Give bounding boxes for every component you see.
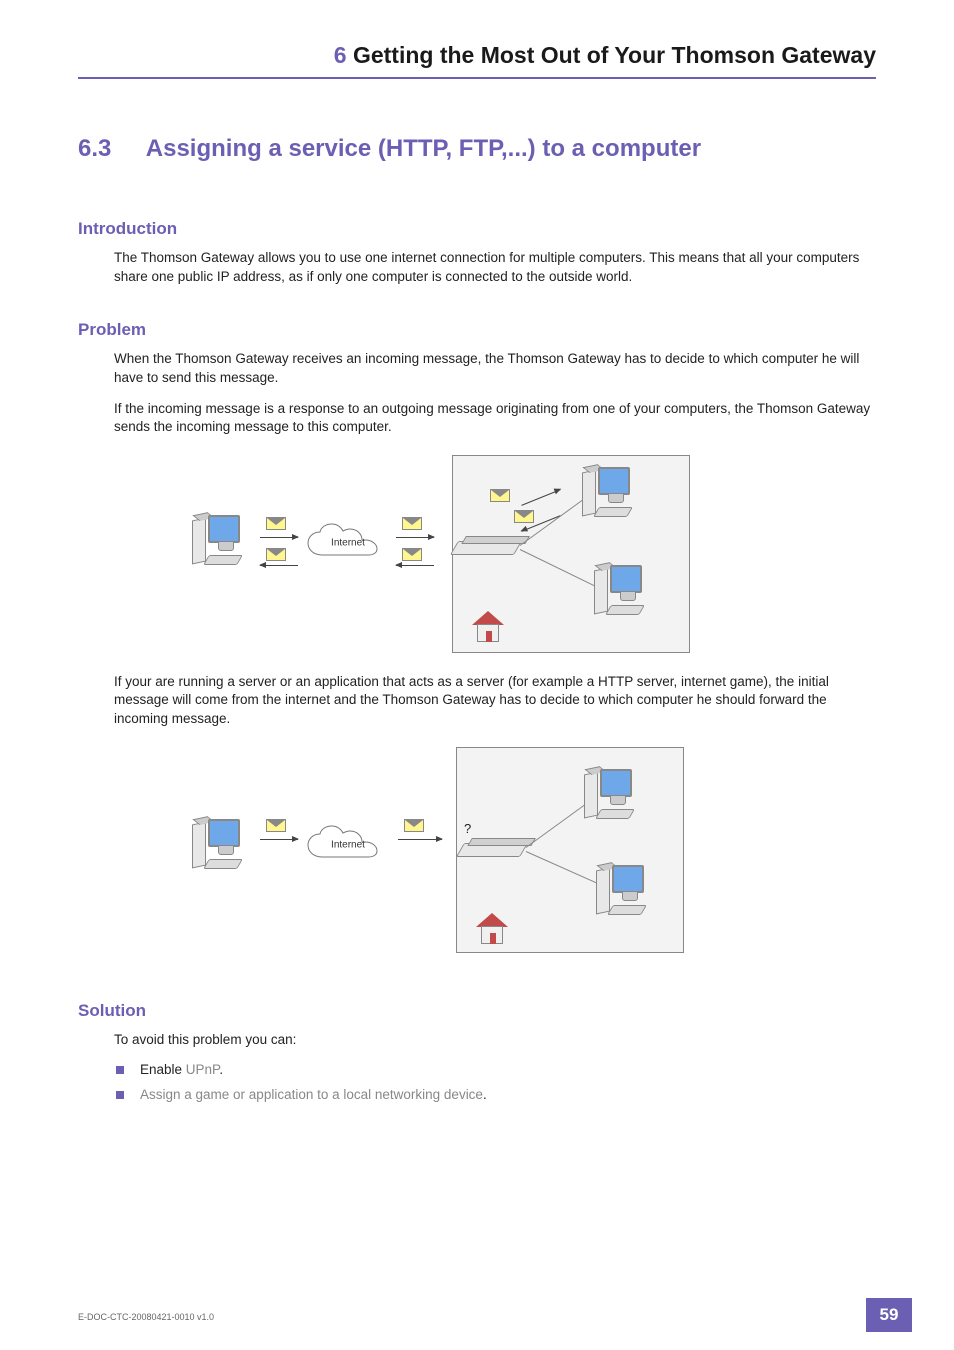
problem-heading: Problem	[78, 320, 876, 340]
chapter-number: 6	[334, 42, 347, 68]
section-number: 6.3	[78, 135, 140, 163]
house-icon	[472, 611, 504, 643]
gateway-icon	[450, 541, 522, 555]
envelope-icon	[402, 517, 422, 530]
arrow-icon	[260, 565, 298, 566]
question-mark: ?	[464, 821, 471, 836]
section-heading: Assigning a service (HTTP, FTP,...) to a…	[146, 135, 701, 162]
lan-computer-icon	[584, 769, 634, 825]
arrow-icon	[396, 537, 434, 538]
footer-doc-id: E-DOC-CTC-20080421-0010 v1.0	[78, 1312, 954, 1322]
envelope-icon	[266, 819, 286, 832]
envelope-icon	[266, 517, 286, 530]
envelope-icon	[404, 819, 424, 832]
section-title: 6.3 Assigning a service (HTTP, FTP,...) …	[78, 135, 876, 163]
internet-label: Internet	[331, 537, 365, 548]
lan-computer-icon	[594, 565, 644, 621]
external-computer-icon	[192, 819, 242, 875]
internet-label: Internet	[331, 839, 365, 850]
envelope-icon	[514, 510, 534, 523]
diagram-unknown-routing: Internet ?	[114, 747, 754, 957]
bullet-text: Enable	[140, 1062, 186, 1077]
intro-paragraph: The Thomson Gateway allows you to use on…	[114, 249, 876, 286]
solution-item-assign: Assign a game or application to a local …	[114, 1086, 876, 1105]
envelope-icon	[266, 548, 286, 561]
internet-cloud-icon: Internet	[304, 523, 392, 563]
gateway-icon	[456, 843, 528, 857]
bullet-text: .	[483, 1087, 487, 1102]
assign-app-link[interactable]: Assign a game or application to a local …	[140, 1087, 483, 1102]
external-computer-icon	[192, 515, 242, 571]
solution-item-upnp: Enable UPnP.	[114, 1061, 876, 1080]
arrow-icon	[396, 565, 434, 566]
house-icon	[476, 913, 508, 945]
lan-computer-icon	[596, 865, 646, 921]
chapter-header: 6 Getting the Most Out of Your Thomson G…	[78, 42, 876, 79]
arrow-icon	[260, 537, 298, 538]
envelope-icon	[402, 548, 422, 561]
solution-intro: To avoid this problem you can:	[114, 1031, 876, 1050]
solution-heading: Solution	[78, 1001, 876, 1021]
bullet-text: .	[219, 1062, 223, 1077]
upnp-link[interactable]: UPnP	[186, 1062, 220, 1077]
intro-heading: Introduction	[78, 219, 876, 239]
problem-p3: If your are running a server or an appli…	[114, 673, 876, 729]
problem-p1: When the Thomson Gateway receives an inc…	[114, 350, 876, 387]
lan-computer-icon	[582, 467, 632, 523]
arrow-icon	[260, 839, 298, 840]
arrow-icon	[398, 839, 442, 840]
internet-cloud-icon: Internet	[304, 825, 392, 865]
page-number: 59	[866, 1298, 912, 1332]
envelope-icon	[490, 489, 510, 502]
chapter-title: Getting the Most Out of Your Thomson Gat…	[353, 42, 876, 68]
diagram-response-routing: Internet	[114, 455, 754, 655]
problem-p2: If the incoming message is a response to…	[114, 400, 876, 437]
solution-list: Enable UPnP. Assign a game or applicatio…	[114, 1061, 876, 1105]
